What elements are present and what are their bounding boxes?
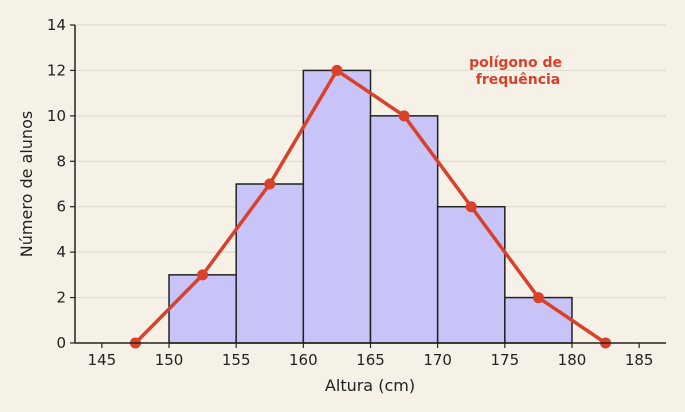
polygon-point-3: [331, 64, 343, 76]
polygon-point-4: [398, 110, 410, 122]
y-tick-label-0: 0: [56, 334, 66, 352]
histogram-bar-4: [436, 205, 506, 344]
x-tick-label-170: 170: [423, 351, 452, 369]
x-tick-label-145: 145: [88, 351, 117, 369]
y-tick-label-12: 12: [47, 61, 66, 79]
x-tick-label-165: 165: [356, 351, 385, 369]
polygon-annotation: polígono de frequência: [469, 55, 567, 88]
y-axis-title: Número de alunos: [17, 111, 36, 257]
tick-labels: 0 2 4 6 8 10 12 14 145 150 155 160 165 170 175 180 185: [47, 16, 654, 369]
x-tick-label-180: 180: [558, 351, 587, 369]
frequency-polygon: [129, 64, 612, 349]
polygon-point-5: [465, 201, 477, 213]
histogram-bar-0: [168, 274, 237, 344]
histogram-bar-1: [235, 183, 305, 344]
histogram-bar-5: [504, 296, 573, 344]
x-tick-label-155: 155: [222, 351, 251, 369]
x-axis-title: Altura (cm): [325, 376, 415, 395]
histogram-bar-3: [369, 115, 439, 344]
x-tick-label-160: 160: [289, 351, 318, 369]
polygon-point-2: [264, 178, 276, 190]
x-tick-label-185: 185: [625, 351, 654, 369]
y-tick-label-14: 14: [47, 16, 66, 34]
x-tick-label-175: 175: [490, 351, 519, 369]
histogram-bars: [168, 69, 573, 344]
y-tick-label-8: 8: [56, 152, 66, 170]
x-tick-label-150: 150: [155, 351, 184, 369]
polygon-line: [134, 68, 607, 345]
polygon-annotation-line-1: polígono de: [469, 55, 562, 71]
y-tick-label-10: 10: [47, 107, 66, 125]
polygon-annotation-line-2: frequência: [476, 72, 561, 88]
histogram-bar-2: [302, 69, 372, 344]
axes: [70, 24, 666, 348]
polygon-point-1: [197, 269, 209, 281]
y-tick-label-6: 6: [56, 198, 66, 216]
y-tick-label-4: 4: [56, 243, 66, 261]
y-tick-label-2: 2: [56, 289, 66, 307]
polygon-point-6: [532, 292, 544, 304]
